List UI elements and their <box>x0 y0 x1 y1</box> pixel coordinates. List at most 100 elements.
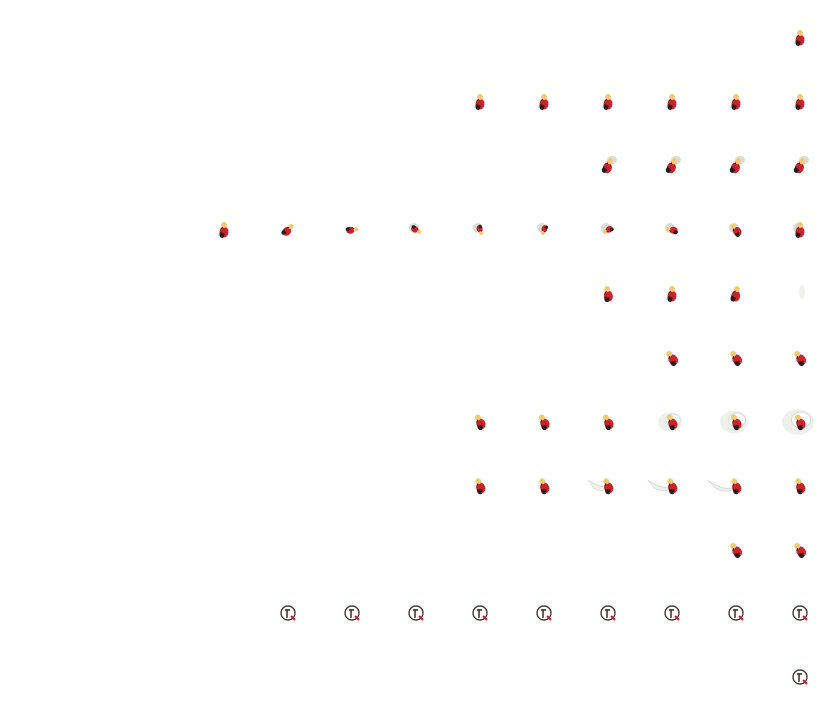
sprite-frame <box>768 196 832 260</box>
sprite-frame <box>704 580 768 644</box>
sprite-frame <box>576 196 640 260</box>
ninja-sprite-icon <box>601 223 614 234</box>
sprite-frame <box>640 388 704 452</box>
ninja-sprite-icon <box>792 669 808 685</box>
sprite-frame <box>256 196 320 260</box>
ninja-sprite-icon <box>728 605 744 621</box>
sprite-frame <box>192 196 256 260</box>
sprite-frame <box>704 452 768 516</box>
ninja-sprite-icon <box>603 94 613 110</box>
ninja-sprite-icon <box>730 286 741 302</box>
ninja-sprite-icon <box>345 226 359 234</box>
sprite-frame <box>768 644 832 708</box>
ninja-sprite-icon <box>473 223 484 236</box>
ninja-sprite-icon <box>665 223 678 235</box>
sprite-frame <box>640 324 704 388</box>
sprite-frame <box>640 132 704 196</box>
ninja-sprite-icon <box>666 350 678 367</box>
sprite-frame <box>320 580 384 644</box>
ninja-sprite-icon <box>647 478 678 495</box>
ninja-sprite-icon <box>799 285 805 299</box>
ninja-sprite-icon <box>601 156 617 174</box>
ninja-sprite-icon <box>475 478 486 495</box>
sprite-frame <box>512 452 576 516</box>
sprite-frame <box>640 68 704 132</box>
sprite-frame <box>768 132 832 196</box>
ninja-sprite-icon <box>409 223 422 234</box>
ninja-sprite-icon <box>795 30 805 46</box>
ninja-sprite-icon <box>795 94 805 110</box>
sprite-frame <box>576 132 640 196</box>
sprite-frame <box>704 324 768 388</box>
ninja-sprite-icon <box>600 605 616 621</box>
ninja-sprite-icon <box>795 478 806 495</box>
sprite-frame <box>704 132 768 196</box>
sprite-frame <box>512 196 576 260</box>
ninja-sprite-icon <box>667 94 677 110</box>
sprite-frame <box>448 452 512 516</box>
ninja-sprite-icon <box>219 222 229 238</box>
ninja-sprite-icon <box>602 414 614 431</box>
sprite-frame <box>704 260 768 324</box>
ninja-sprite-icon <box>731 94 741 110</box>
sprite-frame <box>256 580 320 644</box>
sprite-frame <box>448 68 512 132</box>
sprite-frame <box>640 580 704 644</box>
ninja-sprite-icon <box>658 412 682 432</box>
sprite-frame <box>704 388 768 452</box>
sprite-frame <box>576 388 640 452</box>
sprite-frame <box>704 196 768 260</box>
ninja-sprite-icon <box>539 94 549 110</box>
sprite-frame <box>384 580 448 644</box>
ninja-sprite-icon <box>664 605 680 621</box>
ninja-sprite-icon <box>720 410 748 434</box>
sprite-frame <box>512 388 576 452</box>
sprite-frame <box>512 68 576 132</box>
sprite-frame <box>448 580 512 644</box>
sprite-frame <box>768 4 832 68</box>
sprite-frame <box>576 260 640 324</box>
ninja-sprite-icon <box>536 605 552 621</box>
sprite-frame <box>768 452 832 516</box>
ninja-sprite-icon <box>344 605 360 621</box>
sprite-frame <box>768 388 832 452</box>
ninja-sprite-icon <box>707 478 742 495</box>
ninja-sprite-icon <box>794 350 806 367</box>
ninja-sprite-icon <box>475 94 485 110</box>
ninja-sprite-icon <box>782 409 814 435</box>
sprite-frame <box>384 196 448 260</box>
ninja-sprite-icon <box>730 350 742 367</box>
sprite-frame <box>448 388 512 452</box>
sprite-frame <box>320 196 384 260</box>
sprite-frame <box>768 324 832 388</box>
sprite-frame <box>768 260 832 324</box>
sprite-frame <box>576 452 640 516</box>
ninja-sprite-icon <box>729 156 745 174</box>
ninja-sprite-icon <box>538 414 550 431</box>
ninja-sprite-icon <box>793 156 809 174</box>
ninja-sprite-icon <box>474 414 486 431</box>
ninja-sprite-icon <box>665 156 681 174</box>
sprite-frame <box>448 196 512 260</box>
ninja-sprite-icon <box>792 605 808 621</box>
ninja-sprite-icon <box>587 478 614 495</box>
sprite-frame <box>704 68 768 132</box>
sprite-frame <box>768 68 832 132</box>
sprite-frame <box>640 196 704 260</box>
sprite-frame <box>576 580 640 644</box>
sprite-frame <box>704 516 768 580</box>
ninja-sprite-icon <box>472 605 488 621</box>
ninja-sprite-icon <box>280 605 296 621</box>
sprite-frame <box>640 452 704 516</box>
sprite-frame <box>512 580 576 644</box>
ninja-sprite-icon <box>667 286 677 302</box>
sprite-frame <box>640 260 704 324</box>
ninja-sprite-icon <box>794 542 806 559</box>
sprite-frame <box>576 68 640 132</box>
sprite-frame <box>768 580 832 644</box>
ninja-sprite-icon <box>281 223 294 236</box>
ninja-sprite-icon <box>539 478 550 495</box>
ninja-sprite-icon <box>729 223 742 237</box>
ninja-sprite-icon <box>537 223 549 236</box>
